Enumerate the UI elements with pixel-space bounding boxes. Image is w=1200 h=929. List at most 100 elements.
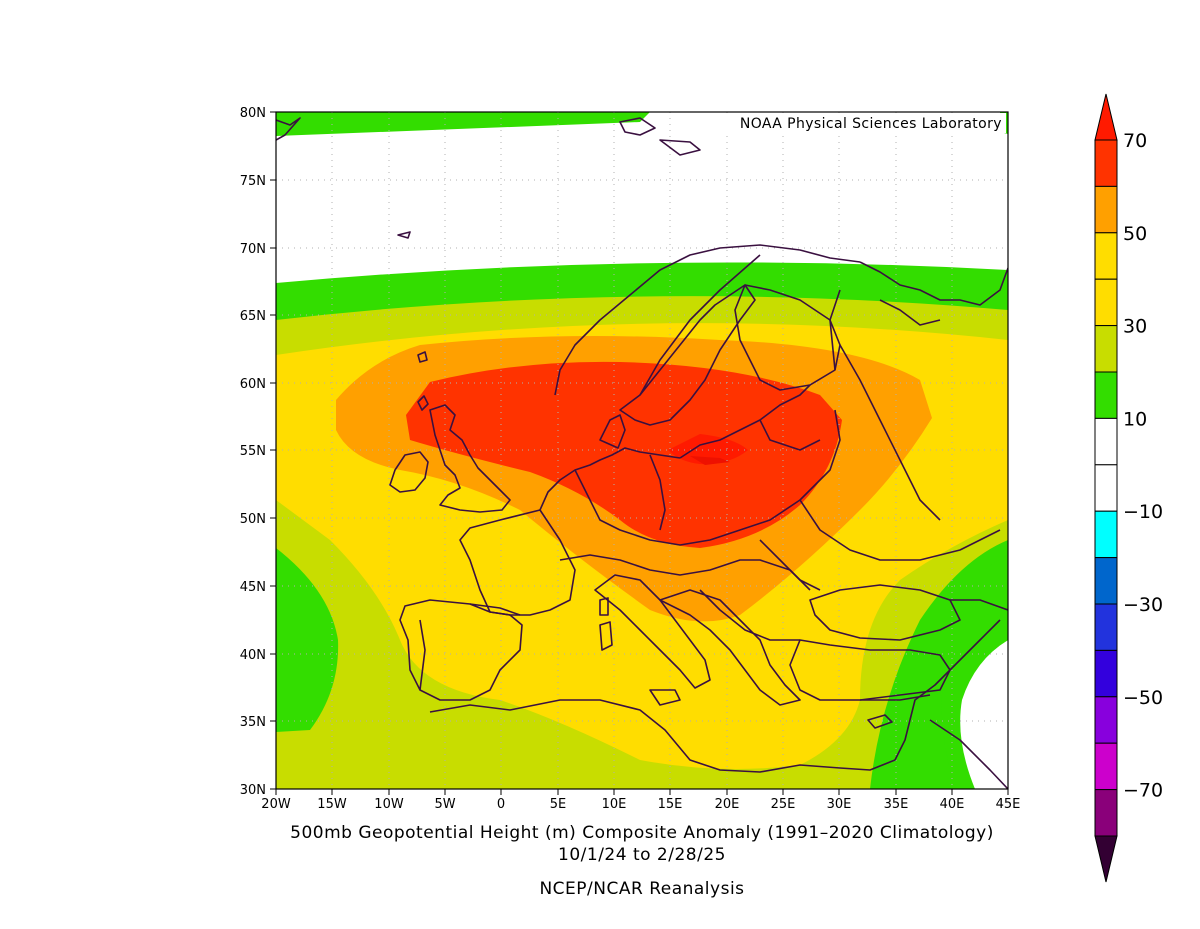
contour-band-60-70 [668,434,748,465]
colorbar: 70 50 30 10 −10 −30 −50 −70 [1094,93,1163,883]
contour-band-60-70b [690,456,730,465]
colorbar-swatch [1094,510,1118,559]
lat-label: 75N [240,174,266,189]
coast-levant [909,619,1001,721]
coast-norway [554,244,861,396]
credit-box [692,113,1006,133]
caption-dates: 10/1/24 to 2/28/25 [558,845,726,865]
contour-band-10-20-southeast-b [895,555,1008,789]
contour-band-10-20-north [276,112,650,136]
border-russia [839,344,941,521]
border-france-spain [469,603,521,616]
coast-turkey [789,639,951,701]
coast-kola [859,261,1008,306]
colorbar-swatch [1094,325,1118,373]
colorbar-label: 50 [1123,223,1147,245]
colorbar-label: 10 [1123,408,1147,430]
border-caucasus [950,599,1008,611]
colorbar-swatch [1094,742,1118,791]
colorbar-swatch [1094,139,1118,187]
coast-svalbard [619,117,656,136]
coast-north-sea [539,447,681,511]
lat-label: 40N [240,648,266,663]
border-middle-east [929,719,1008,789]
lon-label: 20E [715,797,740,812]
coast-hebrides [417,395,429,411]
coast-sardinia [599,621,613,651]
caption-source: NCEP/NCAR Reanalysis [539,879,744,899]
coast-iberia [399,599,523,701]
border-central-europe [574,409,841,546]
coast-jan-mayen [397,231,411,239]
colorbar-swatch [1094,649,1118,698]
coastlines [276,117,1008,789]
lon-label: 10E [602,797,627,812]
coast-svalbard-b [659,139,701,156]
contour-band-10-20-southeast [941,600,1008,789]
colorbar-label: −70 [1123,780,1163,802]
anomaly-field [276,112,1008,789]
lon-label: 15E [658,797,683,812]
caption-title: 500mb Geopotential Height (m) Composite … [290,823,994,843]
lon-labels: 20W 15W 10W 5W 0 5E 10E 15E 20E 25E 30E … [261,797,1020,812]
lon-label: 5W [434,797,455,812]
lon-label: 30E [827,797,852,812]
colorbar-label: 30 [1123,316,1147,338]
border-spain-portugal [419,619,426,691]
lon-label: 10W [374,797,404,812]
border-ukraine [759,539,821,591]
lat-label: 30N [240,783,266,798]
lon-axis [275,789,1009,795]
coast-baltic [679,384,811,459]
border-alps [559,554,811,591]
colorbar-label: 70 [1123,130,1147,152]
lon-label: 35E [884,797,909,812]
lon-label: 45E [996,797,1021,812]
coast-balkans [659,589,801,706]
lat-label: 65N [240,309,266,324]
coast-sicily [649,689,681,706]
lat-axis [270,111,276,790]
colorbar-swatch [1094,464,1118,512]
lon-label: 15W [317,797,347,812]
lon-label: 40E [940,797,965,812]
lat-label: 55N [240,444,266,459]
coast-great-britain [429,404,511,513]
lon-label: 25E [771,797,796,812]
coast-italy [594,574,711,689]
border-east-europe [799,499,1001,561]
coast-corsica [599,597,609,616]
coast-cyprus [867,714,893,729]
lat-label: 80N [240,106,266,121]
lat-label: 50N [240,512,266,527]
lat-label: 45N [240,580,266,595]
border-balkans-inner [699,589,800,641]
colorbar-label: −50 [1123,687,1163,709]
credit-text: NOAA Physical Sciences Laboratory [740,116,1002,132]
colorbar-bottom-arrow [1094,835,1118,883]
coast-faroe [417,351,428,363]
border-germany-poland [649,454,666,531]
colorbar-label: −30 [1123,594,1163,616]
colorbar-label: −10 [1123,501,1163,523]
colorbar-swatch [1094,232,1118,280]
contour-band-10-20-west [276,548,339,732]
lon-label: 0 [497,797,505,812]
colorbar-swatch [1094,789,1118,837]
colorbar-swatch [1094,417,1118,466]
colorbar-top-arrow [1094,93,1118,141]
lon-label: 5E [550,797,567,812]
coast-france [459,509,576,616]
lat-labels: 80N 75N 70N 65N 60N 55N 50N 45N 40N 35N … [240,106,266,798]
border-norway-sweden [639,254,761,396]
colorbar-swatch [1094,557,1118,605]
colorbar-swatch [1094,371,1118,419]
gridlines [276,112,1008,789]
lon-label: 20W [261,797,291,812]
coast-sweden [619,284,756,426]
coast-denmark [599,414,626,449]
colorbar-swatch [1094,185,1118,234]
border-turkey-syria [860,694,931,701]
border-baltic-states [759,419,821,451]
